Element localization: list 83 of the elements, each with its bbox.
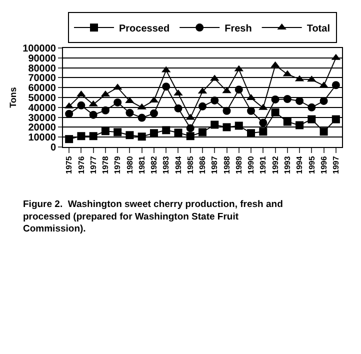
x-tick-label: 1996 — [319, 156, 328, 174]
point — [332, 115, 340, 124]
point — [259, 118, 268, 127]
point — [126, 131, 134, 140]
legend-label: Processed — [119, 23, 170, 34]
point — [101, 127, 110, 136]
point — [283, 118, 292, 126]
x-tick-label: 1990 — [246, 156, 256, 174]
y-tick-label: 70000 — [28, 73, 56, 84]
x-tick-label: 1984 — [174, 156, 183, 174]
point — [320, 128, 328, 136]
y-tick-label: 50000 — [28, 93, 56, 104]
x-tick-label: 1985 — [186, 156, 195, 174]
x-tick-label: 1980 — [125, 156, 134, 174]
point — [198, 102, 206, 110]
y-tick-label: 30000 — [28, 112, 56, 124]
point — [89, 132, 98, 140]
y-tick-label: 100000 — [22, 44, 56, 54]
point — [126, 108, 134, 117]
point — [308, 103, 316, 112]
point — [332, 81, 340, 90]
point — [210, 120, 219, 129]
point — [89, 110, 98, 119]
x-tick-label: 1994 — [295, 156, 304, 174]
x-tick-label: 1976 — [76, 156, 86, 174]
point — [65, 135, 74, 144]
x-tick-label: 1993 — [283, 156, 292, 174]
x-tick-label: 1992 — [270, 156, 280, 174]
legend-label: Total — [306, 23, 330, 34]
x-tick-label: 1987 — [210, 156, 220, 174]
point — [210, 96, 219, 104]
y-axis-title: Tons — [8, 87, 18, 108]
point — [271, 95, 280, 104]
point — [186, 132, 194, 140]
y-tick-label: 0 — [50, 142, 56, 154]
point — [150, 129, 158, 138]
y-tick-label: 90000 — [28, 53, 56, 64]
point — [222, 123, 231, 132]
point — [162, 82, 170, 91]
point — [198, 128, 206, 136]
caption: Figure 2. Washington sweet cherry production, fresh and processed (prepared for Washington State Fruit Commission). — [23, 199, 284, 235]
legend-label: Fresh — [224, 23, 252, 34]
point — [296, 121, 304, 130]
y-tick-label: 40000 — [28, 102, 56, 114]
x-tick-label: 1983 — [162, 156, 171, 174]
point — [65, 110, 74, 118]
x-tick-label: 1988 — [222, 156, 232, 174]
x-tick-label: 1975 — [64, 156, 74, 174]
point — [283, 94, 292, 103]
y-tick-label: 20000 — [28, 122, 56, 134]
x-tick-label: 1997 — [332, 156, 341, 174]
point — [271, 108, 280, 116]
point — [259, 128, 268, 136]
point — [77, 101, 86, 110]
y-tick-label: 60000 — [28, 83, 56, 94]
x-tick-label: 1979 — [113, 156, 122, 174]
point — [234, 122, 243, 130]
x-tick-label: 1986 — [198, 156, 208, 174]
y-tick-label: 10000 — [28, 132, 56, 144]
x-tick-label: 1989 — [234, 156, 244, 174]
point — [222, 106, 231, 115]
point — [77, 132, 86, 140]
point — [186, 124, 194, 132]
point — [247, 106, 256, 115]
point — [247, 129, 256, 138]
point — [174, 104, 182, 112]
y-tick-label: 80000 — [28, 63, 56, 74]
x-tick-label: 1982 — [150, 156, 159, 174]
point — [234, 86, 243, 94]
point — [162, 126, 170, 134]
x-tick-label: 1978 — [101, 156, 110, 174]
x-tick-label: 1981 — [137, 156, 146, 174]
point — [308, 115, 316, 124]
x-tick-label: 1995 — [307, 156, 316, 174]
x-tick-label: 1977 — [88, 156, 98, 174]
x-tick-label: 1991 — [258, 156, 268, 174]
point — [150, 109, 158, 118]
point — [114, 98, 122, 106]
point — [138, 114, 146, 122]
point — [138, 132, 146, 141]
point — [174, 128, 182, 137]
point — [101, 106, 110, 114]
point — [114, 128, 122, 136]
